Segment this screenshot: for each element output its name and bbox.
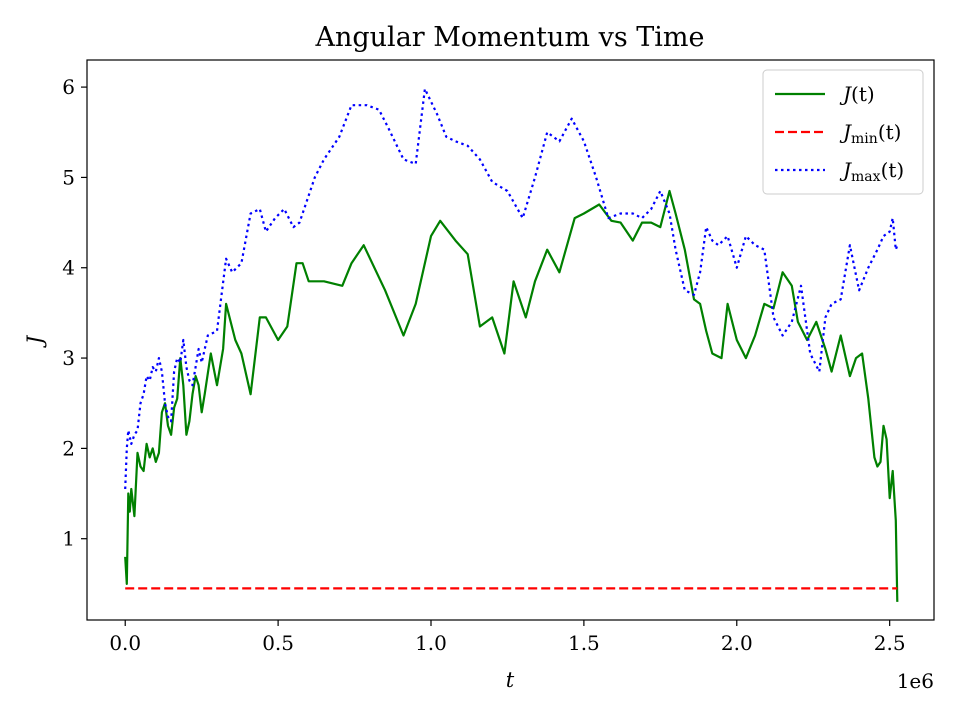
series-line-2 <box>124 87 899 490</box>
y-tick-label: 5 <box>62 165 75 189</box>
ticks-layer: 0.0 0.5 1.0 1.5 2.0 2.5 1 2 3 4 5 6 <box>62 75 905 655</box>
x-offset-label: 1e6 <box>897 669 934 693</box>
y-tick-label: 2 <box>62 436 75 460</box>
plot-frame <box>86 59 935 621</box>
series-line-0 <box>124 189 899 602</box>
x-tick-label: 0.5 <box>262 631 294 655</box>
x-tick-label: 1.0 <box>415 631 447 655</box>
chart-title: Angular Momentum vs Time <box>315 22 705 53</box>
x-tick-label: 0.0 <box>109 631 141 655</box>
x-tick-label: 1.5 <box>568 631 600 655</box>
y-tick-label: 4 <box>62 256 75 280</box>
y-tick-label: 3 <box>62 346 75 370</box>
y-tick-label: 1 <box>62 527 75 551</box>
legend-label-1: Jmin(t) <box>839 120 901 147</box>
legend: J(t) Jmin(t) Jmax(t) <box>762 69 924 195</box>
x-axis-label: t <box>506 668 515 692</box>
y-tick-label: 6 <box>62 75 75 99</box>
legend-label-2: Jmax(t) <box>839 158 904 185</box>
y-axis-label: J <box>23 334 47 348</box>
plot-layer <box>124 87 899 602</box>
x-tick-label: 2.5 <box>874 631 906 655</box>
legend-box <box>762 69 924 195</box>
x-tick-label: 2.0 <box>721 631 753 655</box>
legend-label-0: J(t) <box>839 82 875 106</box>
